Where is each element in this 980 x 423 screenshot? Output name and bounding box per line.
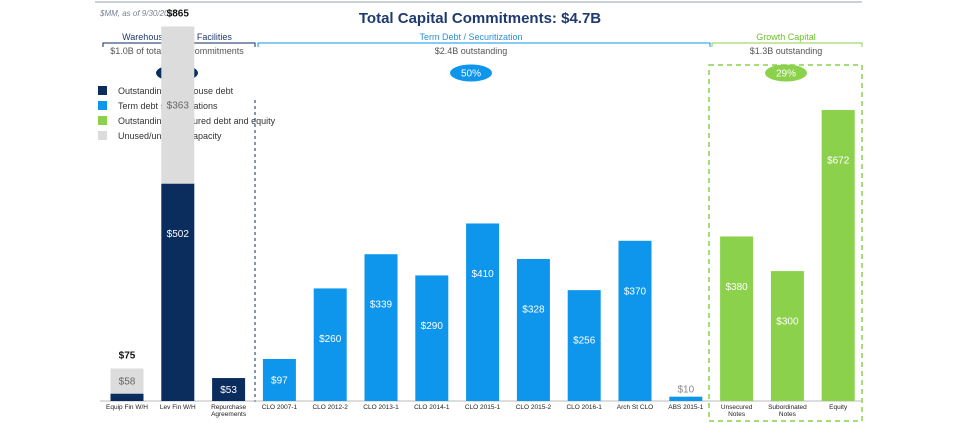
- category-label-5: CLO 2013-1: [363, 404, 399, 411]
- section-share-badge-1: [450, 64, 492, 82]
- chart-title: Total Capital Commitments: $4.7B: [359, 10, 601, 27]
- category-label-11: ABS 2015-1: [668, 404, 703, 411]
- bar-label-3-1: $97: [271, 375, 288, 386]
- section-share-label-2: 29%: [776, 69, 796, 80]
- category-label-12-line1: Unsecured: [721, 404, 753, 411]
- category-label-14: Equity: [829, 404, 848, 411]
- category-label-2-line1: Repurchase: [211, 404, 246, 411]
- bar-total-0: $75: [119, 351, 136, 362]
- section-name-1: Term Debt / Securitization: [419, 32, 522, 42]
- category-label-9: CLO 2016-1: [566, 404, 602, 411]
- legend-swatch-2: [98, 116, 107, 125]
- bar-12-2: [720, 236, 754, 401]
- bar-label-10-1: $370: [624, 286, 647, 297]
- bar-10-1: [618, 240, 652, 401]
- bar-total-1: $865: [167, 8, 190, 19]
- category-label-4: CLO 2012-2: [312, 404, 348, 411]
- category-label-7: CLO 2015-1: [465, 404, 501, 411]
- category-label-10: Arch St CLO: [617, 404, 653, 411]
- bar-label-12-2: $380: [725, 282, 748, 293]
- bar-label-2-0: $53: [220, 385, 237, 396]
- category-label-13-line2: Notes: [779, 411, 797, 418]
- legend-swatch-0: [98, 86, 107, 95]
- bar-label-7-1: $410: [471, 269, 494, 280]
- growth-capital-frame: [708, 64, 863, 422]
- legend-swatch-3: [98, 131, 107, 140]
- bar-3-1: [262, 358, 296, 401]
- category-label-1: Lev Fin W/H: [160, 404, 196, 411]
- bar-2-0: [212, 378, 246, 401]
- bar-label-5-1: $339: [370, 300, 393, 311]
- chart-subtitle: $MM, as of 9/30/2016: [99, 9, 178, 18]
- bar-0-3: [110, 368, 144, 394]
- category-label-2-line2: Agreements: [211, 411, 247, 418]
- bar-label-14-2: $672: [827, 156, 850, 167]
- bar-5-1: [364, 254, 398, 401]
- bar-label-9-1: $256: [573, 336, 596, 347]
- category-label-6: CLO 2014-1: [414, 404, 450, 411]
- section-share-badge-2: [765, 64, 807, 82]
- bar-1-0: [161, 183, 195, 401]
- section-name-2: Growth Capital: [756, 32, 816, 42]
- category-label-3: CLO 2007-1: [262, 404, 298, 411]
- bar-7-1: [466, 223, 500, 401]
- section-detail-1: $2.4B outstanding: [435, 46, 508, 56]
- bar-label-4-1: $260: [319, 334, 342, 345]
- bar-9-1: [567, 290, 601, 401]
- section-bracket-2: [711, 42, 863, 47]
- bar-label-6-1: $290: [421, 321, 444, 332]
- category-label-0: Equip Fin W/H: [106, 404, 148, 411]
- bar-11-1: [669, 396, 703, 401]
- bar-0-0: [110, 393, 144, 401]
- bar-label-13-2: $300: [776, 317, 799, 328]
- bar-8-1: [516, 258, 550, 401]
- bar-14-2: [821, 110, 855, 402]
- category-label-13-line1: Subordinated: [768, 404, 807, 411]
- legend-swatch-1: [98, 101, 107, 110]
- bar-label-1-3: $363: [167, 101, 190, 112]
- bar-label-0-3: $58: [119, 377, 136, 388]
- bar-6-1: [415, 275, 449, 401]
- bar-label-11-1: $10: [677, 385, 694, 396]
- section-share-label-1: 50%: [461, 69, 481, 80]
- category-label-12-line2: Notes: [728, 411, 746, 418]
- bar-label-1-0: $502: [167, 229, 190, 240]
- section-bracket-1: [257, 42, 711, 47]
- legend-label-2: Outstanding unsecured debt and equity: [118, 116, 276, 126]
- section-detail-2: $1.3B outstanding: [750, 46, 823, 56]
- bar-4-1: [313, 288, 347, 401]
- category-label-8: CLO 2015-2: [516, 404, 552, 411]
- bar-label-8-1: $328: [522, 304, 545, 315]
- bar-1-3: [161, 26, 195, 184]
- bar-13-2: [770, 271, 804, 401]
